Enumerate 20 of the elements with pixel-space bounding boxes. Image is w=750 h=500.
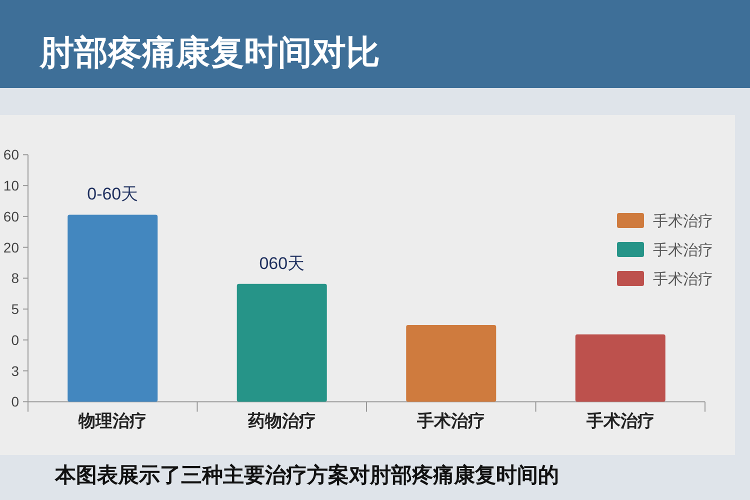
text: 8 — [11, 270, 20, 286]
text: 0 — [11, 332, 20, 348]
text: 本图表展示了三种主要治疗方案对肘部疼痛康复时间的 — [54, 463, 559, 487]
annotation: 060天 — [259, 254, 305, 273]
x-tick-label: 手术治疗 — [416, 412, 486, 431]
text: 20 — [3, 239, 20, 256]
x-tick-label: 手术治疗 — [585, 412, 654, 431]
x-tick-label: 药物治疗 — [246, 412, 316, 431]
legend-label: 手术治疗 — [653, 242, 713, 259]
text: 0 — [11, 394, 20, 410]
text: 60 — [3, 146, 20, 163]
legend-label: 手术治疗 — [653, 213, 713, 230]
text: 10 — [3, 178, 20, 194]
text: 3 — [11, 362, 20, 379]
annotation: 0-60天 — [87, 184, 138, 204]
text: 60 — [3, 208, 20, 224]
x-tick-label: 物理治疗 — [78, 412, 147, 431]
legend-label: 手术治疗 — [653, 271, 713, 288]
chart-title: 肘部疼痛康复时间对比 — [39, 34, 380, 72]
text: 5 — [11, 301, 20, 318]
